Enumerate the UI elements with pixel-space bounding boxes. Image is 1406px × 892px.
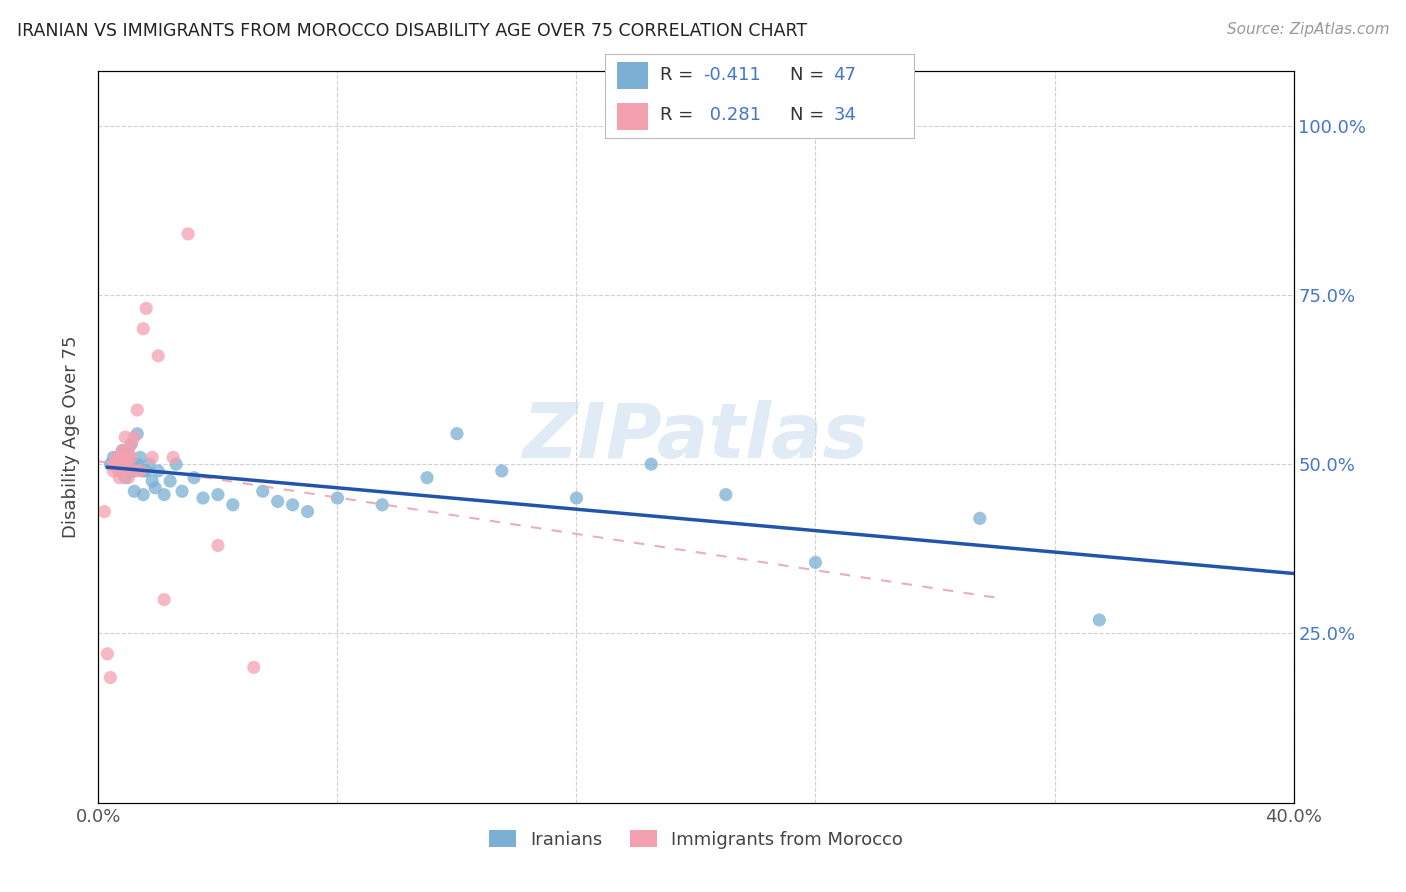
Point bbox=[108, 471, 131, 485]
Point bbox=[138, 457, 160, 471]
Point bbox=[191, 491, 214, 505]
Point bbox=[124, 464, 146, 478]
Point bbox=[297, 505, 319, 519]
Point bbox=[114, 464, 136, 478]
Point bbox=[491, 464, 513, 478]
Point bbox=[124, 430, 146, 444]
Point bbox=[416, 471, 439, 485]
FancyBboxPatch shape bbox=[617, 62, 648, 89]
Point bbox=[120, 437, 142, 451]
FancyBboxPatch shape bbox=[617, 103, 648, 130]
Point bbox=[640, 457, 662, 471]
Point bbox=[114, 471, 136, 485]
Point bbox=[114, 454, 136, 468]
Point bbox=[117, 471, 139, 485]
Point bbox=[111, 464, 134, 478]
Point bbox=[153, 592, 176, 607]
Point bbox=[124, 464, 146, 478]
Point bbox=[129, 464, 152, 478]
Point bbox=[222, 498, 245, 512]
Legend: Iranians, Immigrants from Morocco: Iranians, Immigrants from Morocco bbox=[482, 823, 910, 856]
Text: 47: 47 bbox=[834, 66, 856, 84]
Point bbox=[98, 671, 122, 685]
Point bbox=[132, 464, 155, 478]
Point bbox=[135, 464, 157, 478]
Text: N =: N = bbox=[790, 106, 830, 124]
Point bbox=[153, 488, 176, 502]
Point bbox=[252, 484, 274, 499]
Point bbox=[207, 538, 229, 552]
Point bbox=[111, 443, 134, 458]
Point bbox=[148, 349, 170, 363]
Point bbox=[120, 450, 142, 465]
Point bbox=[565, 491, 588, 505]
Point bbox=[159, 474, 181, 488]
Point bbox=[108, 450, 131, 465]
Point bbox=[165, 457, 187, 471]
Point bbox=[120, 437, 142, 451]
Point bbox=[1088, 613, 1111, 627]
Point bbox=[135, 301, 157, 316]
Point bbox=[117, 464, 139, 478]
Text: ZIPatlas: ZIPatlas bbox=[523, 401, 869, 474]
Text: -0.411: -0.411 bbox=[703, 66, 761, 84]
Point bbox=[141, 474, 163, 488]
Point bbox=[124, 484, 146, 499]
Point bbox=[162, 450, 184, 465]
Point bbox=[103, 450, 125, 465]
Point bbox=[108, 464, 131, 478]
Point bbox=[111, 450, 134, 465]
Point bbox=[105, 450, 128, 465]
Point bbox=[177, 227, 200, 241]
Point bbox=[117, 447, 139, 461]
Point bbox=[132, 322, 155, 336]
Point bbox=[117, 457, 139, 471]
Point bbox=[96, 647, 118, 661]
Point bbox=[117, 443, 139, 458]
Point bbox=[371, 498, 394, 512]
Point bbox=[207, 488, 229, 502]
Text: R =: R = bbox=[661, 106, 699, 124]
Point bbox=[93, 505, 115, 519]
Point bbox=[141, 450, 163, 465]
Point bbox=[132, 488, 155, 502]
Text: N =: N = bbox=[790, 66, 830, 84]
Point bbox=[143, 481, 166, 495]
Point bbox=[103, 464, 125, 478]
Point bbox=[127, 426, 149, 441]
Point bbox=[172, 484, 194, 499]
Text: R =: R = bbox=[661, 66, 699, 84]
Text: IRANIAN VS IMMIGRANTS FROM MOROCCO DISABILITY AGE OVER 75 CORRELATION CHART: IRANIAN VS IMMIGRANTS FROM MOROCCO DISAB… bbox=[17, 22, 807, 40]
Point bbox=[120, 457, 142, 471]
Point bbox=[446, 426, 468, 441]
Point bbox=[281, 498, 304, 512]
Point bbox=[804, 555, 827, 569]
Point bbox=[114, 454, 136, 468]
Point bbox=[129, 450, 152, 465]
Point bbox=[111, 443, 134, 458]
Point bbox=[148, 464, 170, 478]
Text: Source: ZipAtlas.com: Source: ZipAtlas.com bbox=[1226, 22, 1389, 37]
Point bbox=[183, 471, 205, 485]
Point bbox=[111, 457, 134, 471]
Point bbox=[114, 430, 136, 444]
Point bbox=[326, 491, 349, 505]
Y-axis label: Disability Age Over 75: Disability Age Over 75 bbox=[62, 335, 80, 539]
Point bbox=[103, 457, 125, 471]
Point bbox=[969, 511, 991, 525]
Point bbox=[98, 457, 122, 471]
Point bbox=[105, 460, 128, 475]
Point bbox=[714, 488, 737, 502]
Point bbox=[243, 660, 266, 674]
Text: 0.281: 0.281 bbox=[703, 106, 761, 124]
Text: 34: 34 bbox=[834, 106, 856, 124]
Point bbox=[127, 457, 149, 471]
Point bbox=[105, 457, 128, 471]
Point bbox=[267, 494, 290, 508]
Point bbox=[108, 450, 131, 465]
Point bbox=[127, 403, 149, 417]
